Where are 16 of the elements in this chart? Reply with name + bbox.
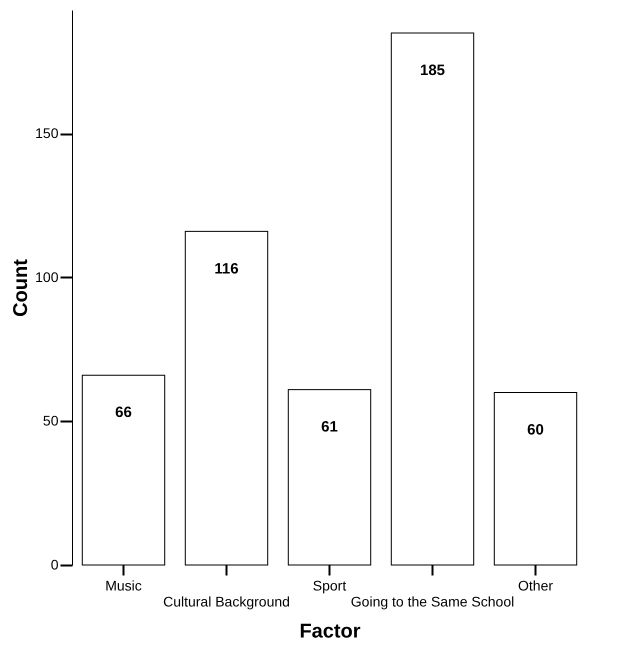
y-tick-label: 100: [35, 268, 59, 285]
y-tick-label: 0: [50, 556, 59, 572]
x-tick-label: Going to the Same School: [350, 594, 514, 610]
data-label: 60: [527, 421, 544, 438]
x-axis-title: Factor: [299, 620, 361, 642]
y-tick-label: 50: [42, 412, 59, 429]
y-tick-label: 150: [35, 125, 59, 142]
x-tick-label: Other: [518, 578, 554, 594]
data-label: 185: [420, 62, 446, 80]
data-label: 116: [214, 260, 239, 278]
x-tick-label: Music: [105, 578, 142, 594]
data-label: 66: [115, 404, 132, 422]
x-tick-label: Sport: [312, 578, 346, 594]
y-axis-title: Count: [10, 258, 32, 317]
data-label: 61: [321, 418, 338, 436]
x-tick-label: Cultural Background: [163, 594, 290, 610]
